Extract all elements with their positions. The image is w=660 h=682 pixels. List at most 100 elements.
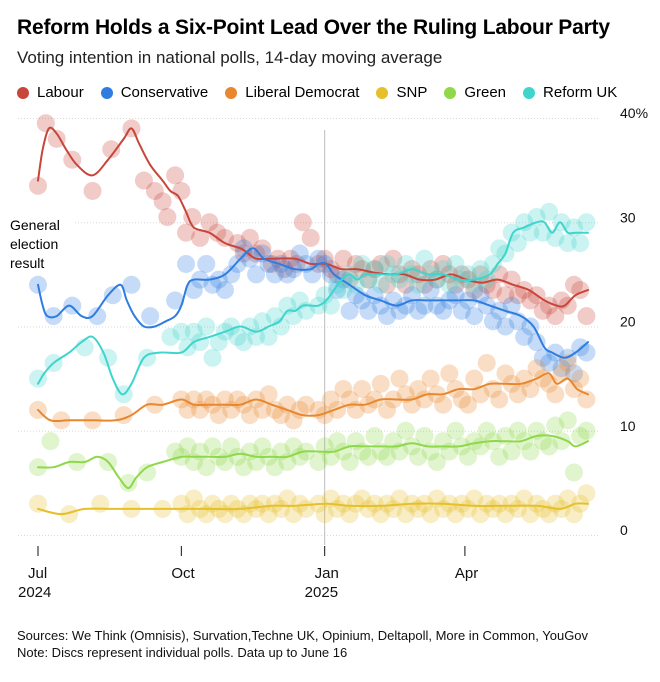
poll-disc <box>521 380 540 399</box>
poll-disc <box>434 301 453 320</box>
poll-disc <box>197 458 216 477</box>
poll-disc <box>577 421 596 440</box>
y-tick-label-20: 20 <box>620 314 636 330</box>
poll-disc <box>564 505 583 524</box>
poll-disc <box>184 390 203 409</box>
poll-disc <box>119 473 138 492</box>
poll-disc <box>446 254 465 273</box>
x-tick-year-2025: 2025 <box>305 584 338 601</box>
poll-disc <box>215 281 234 300</box>
poll-disc <box>253 312 272 331</box>
poll-disc <box>502 296 521 315</box>
poll-disc <box>459 447 478 466</box>
poll-disc <box>577 390 596 409</box>
poll-disc <box>284 505 303 524</box>
legend-item-conservative: Conservative <box>100 84 208 101</box>
poll-disc <box>384 249 403 268</box>
sources-note: Sources: We Think (Omnisis), Survation,T… <box>17 628 589 643</box>
poll-disc <box>427 453 446 472</box>
poll-disc <box>184 322 203 341</box>
poll-disc <box>471 260 490 279</box>
poll-disc <box>415 426 434 445</box>
poll-disc <box>209 333 228 352</box>
poll-disc <box>546 228 565 247</box>
poll-disc <box>508 286 527 305</box>
poll-disc <box>477 353 496 372</box>
poll-disc <box>359 499 378 518</box>
poll-disc <box>240 228 259 247</box>
poll-disc <box>60 505 79 524</box>
poll-disc <box>334 380 353 399</box>
poll-disc <box>508 234 527 253</box>
poll-disc <box>247 327 266 346</box>
legend-label-snp: SNP <box>396 84 428 101</box>
poll-disc <box>166 442 185 461</box>
poll-disc <box>378 494 397 513</box>
poll-disc <box>265 400 284 419</box>
poll-disc <box>328 432 347 451</box>
poll-disc <box>371 254 390 273</box>
poll-disc <box>477 296 496 315</box>
poll-disc <box>521 317 540 336</box>
poll-disc <box>465 432 484 451</box>
trend-line-reform-uk <box>37 220 589 396</box>
poll-disc <box>278 265 297 284</box>
trend-line-snp <box>37 502 589 516</box>
poll-disc <box>340 270 359 289</box>
poll-disc <box>521 291 540 310</box>
poll-disc <box>346 286 365 305</box>
poll-disc <box>378 307 397 326</box>
x-tick-label-jan: Jan <box>315 565 339 582</box>
poll-disc <box>138 463 157 482</box>
poll-disc <box>452 301 471 320</box>
poll-disc <box>203 348 222 367</box>
legend-item-labour: Labour <box>17 84 84 101</box>
poll-disc <box>177 223 196 242</box>
poll-disc <box>41 432 60 451</box>
poll-disc <box>459 395 478 414</box>
poll-disc <box>353 380 372 399</box>
legend-swatch-labour <box>17 86 29 99</box>
legend-item-snp: SNP <box>376 84 427 101</box>
poll-disc <box>75 338 94 357</box>
legend-swatch-conservative <box>100 86 113 99</box>
poll-disc <box>371 505 390 524</box>
poll-disc <box>145 181 164 200</box>
poll-disc <box>334 249 353 268</box>
poll-disc <box>452 390 471 409</box>
poll-disc <box>434 395 453 414</box>
poll-disc <box>490 494 509 513</box>
x-tick-label-oct: Oct <box>171 565 195 582</box>
poll-disc <box>471 385 490 404</box>
poll-disc <box>172 322 191 341</box>
poll-disc <box>558 296 577 315</box>
trend-line-conservative <box>37 247 589 359</box>
poll-disc <box>259 505 278 524</box>
poll-disc <box>158 208 177 227</box>
poll-disc <box>564 463 583 482</box>
poll-disc <box>208 223 227 242</box>
poll-disc <box>265 265 284 284</box>
poll-disc <box>508 385 527 404</box>
poll-disc <box>564 380 583 399</box>
poll-disc <box>577 484 596 503</box>
poll-disc <box>390 489 409 508</box>
poll-disc <box>515 327 534 346</box>
poll-disc <box>502 270 521 289</box>
poll-disc <box>315 505 334 524</box>
poll-disc <box>334 281 353 300</box>
poll-disc <box>29 176 47 195</box>
poll-disc <box>253 437 272 456</box>
poll-disc <box>527 333 546 352</box>
poll-disc <box>502 223 521 242</box>
poll-disc <box>278 489 297 508</box>
poll-disc <box>440 364 459 383</box>
poll-disc <box>571 369 590 388</box>
poll-disc <box>490 447 509 466</box>
poll-disc <box>546 416 565 435</box>
footer: Sources: We Think (Omnisis), Survation,T… <box>17 627 588 661</box>
poll-disc <box>215 228 234 247</box>
poll-disc <box>508 499 527 518</box>
poll-disc <box>228 234 247 253</box>
poll-disc <box>558 234 577 253</box>
